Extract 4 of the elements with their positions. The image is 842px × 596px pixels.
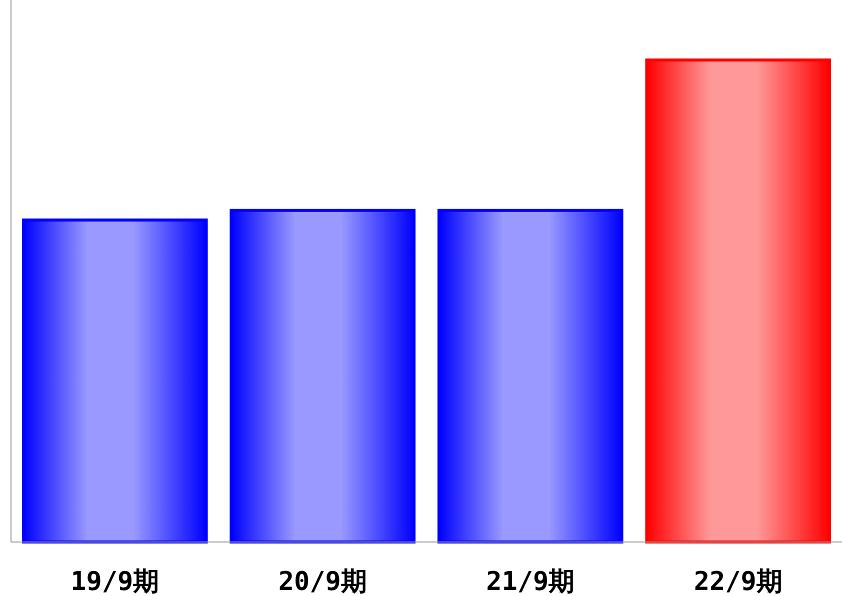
x-tick-label: 20/9期 <box>278 567 367 596</box>
x-tick-label: 22/9期 <box>694 567 782 596</box>
x-tick-label: 21/9期 <box>486 567 575 596</box>
x-tick-label: 19/9期 <box>70 567 160 596</box>
